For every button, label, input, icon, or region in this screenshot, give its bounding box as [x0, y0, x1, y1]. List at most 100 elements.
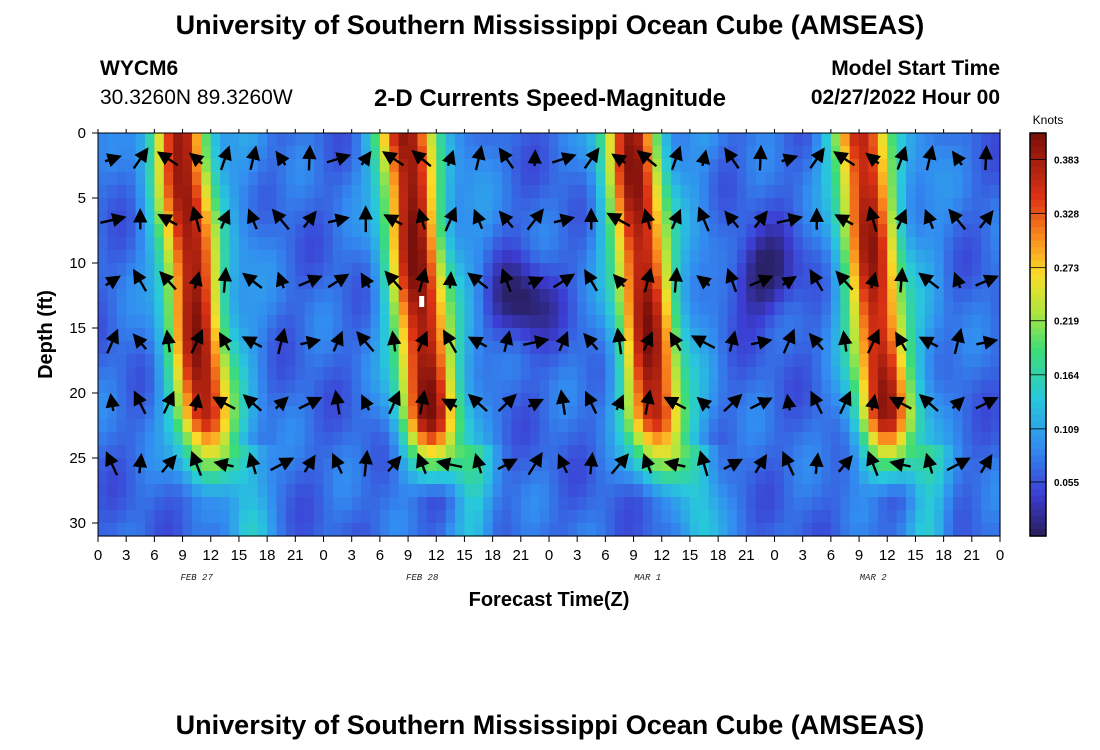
heatmap-cell	[267, 484, 278, 498]
heatmap-cell	[990, 185, 1001, 199]
heatmap-cell	[774, 302, 785, 316]
heatmap-cell	[859, 367, 870, 381]
heatmap-cell	[182, 159, 193, 173]
heatmap-cell	[304, 406, 315, 420]
heatmap-cell	[173, 458, 184, 472]
heatmap-cell	[652, 341, 663, 355]
heatmap-cell	[379, 133, 390, 147]
heatmap-cell	[370, 510, 381, 524]
heatmap-cell	[934, 263, 945, 277]
heatmap-cell	[182, 250, 193, 264]
heatmap-cell	[107, 133, 118, 147]
heatmap-cell	[943, 263, 954, 277]
heatmap-cell	[830, 458, 841, 472]
heatmap-cell	[473, 354, 484, 368]
heatmap-cell	[361, 432, 372, 446]
heatmap-cell	[323, 354, 334, 368]
heatmap-cell	[276, 250, 287, 264]
heatmap-cell	[426, 302, 437, 316]
heatmap-cell	[971, 133, 982, 147]
current-vector-arrow	[356, 331, 375, 353]
heatmap-cell	[163, 237, 174, 251]
heatmap-cell	[671, 302, 682, 316]
heatmap-cell	[464, 237, 475, 251]
heatmap-cell	[351, 419, 362, 433]
heatmap-cell	[370, 172, 381, 186]
heatmap-cell	[314, 354, 325, 368]
heatmap-cell	[840, 224, 851, 238]
heatmap-cell	[990, 510, 1001, 524]
heatmap-cell	[492, 497, 503, 511]
heatmap-cell	[285, 523, 296, 537]
heatmap-cell	[586, 250, 597, 264]
heatmap-cell	[924, 497, 935, 511]
heatmap-cell	[624, 172, 635, 186]
heatmap-cell	[586, 419, 597, 433]
current-vectors	[100, 144, 999, 477]
heatmap-cell	[671, 237, 682, 251]
heatmap-cell	[633, 211, 644, 225]
heatmap-cell	[934, 341, 945, 355]
heatmap-cell	[295, 133, 306, 147]
heatmap-cell	[436, 367, 447, 381]
heatmap-cell	[342, 198, 353, 212]
heatmap-cell	[323, 419, 334, 433]
heatmap-cell	[502, 406, 513, 420]
heatmap-cell	[445, 224, 456, 238]
heatmap-cell	[718, 523, 729, 537]
heatmap-cell	[257, 497, 268, 511]
heatmap-cell	[210, 211, 221, 225]
current-vector-arrow	[889, 457, 911, 472]
heatmap-cell	[154, 432, 165, 446]
heatmap-cell	[624, 159, 635, 173]
heatmap-cell	[276, 497, 287, 511]
heatmap-cell	[417, 289, 428, 303]
heatmap-cell	[746, 185, 757, 199]
heatmap-cell	[351, 289, 362, 303]
heatmap-cell	[943, 276, 954, 290]
heatmap-cell	[746, 497, 757, 511]
heatmap-cell	[389, 250, 400, 264]
y-axis-label: Depth (ft)	[35, 290, 57, 379]
heatmap-cell	[210, 367, 221, 381]
heatmap-cell	[173, 276, 184, 290]
heatmap-cell	[746, 380, 757, 394]
heatmap-cell	[821, 523, 832, 537]
heatmap-cell	[267, 250, 278, 264]
heatmap-cell	[502, 471, 513, 485]
heatmap-cell	[877, 159, 888, 173]
heatmap-cell	[417, 367, 428, 381]
heatmap-cell	[605, 406, 616, 420]
heatmap-cell	[163, 198, 174, 212]
heatmap-cell	[605, 328, 616, 342]
heatmap-cell	[464, 224, 475, 238]
heatmap-cell	[135, 289, 146, 303]
heatmap-cell	[144, 328, 155, 342]
current-vector-arrow	[606, 212, 631, 227]
heatmap-cell	[934, 198, 945, 212]
heatmap-cell	[107, 224, 118, 238]
current-vector-arrow	[668, 208, 682, 230]
heatmap-cell	[304, 250, 315, 264]
current-vector-arrow	[781, 450, 795, 476]
heatmap-cell	[314, 224, 325, 238]
heatmap-cell	[567, 406, 578, 420]
heatmap-cell	[595, 302, 606, 316]
heatmap-cell	[511, 341, 522, 355]
heatmap-cell	[924, 406, 935, 420]
heatmap-cell	[680, 458, 691, 472]
heatmap-cell	[295, 523, 306, 537]
heatmap-cell	[567, 172, 578, 186]
heatmap-cell	[821, 250, 832, 264]
x-tick-label: 9	[855, 547, 863, 564]
heatmap-cell	[859, 133, 870, 147]
heatmap-cell	[408, 250, 419, 264]
heatmap-cell	[990, 445, 1001, 459]
heatmap-cell	[943, 419, 954, 433]
heatmap-cell	[135, 484, 146, 498]
heatmap-cell	[567, 432, 578, 446]
heatmap-cell	[699, 198, 710, 212]
heatmap-cell	[718, 458, 729, 472]
heatmap-cell	[802, 419, 813, 433]
heatmap-cell	[126, 445, 137, 459]
